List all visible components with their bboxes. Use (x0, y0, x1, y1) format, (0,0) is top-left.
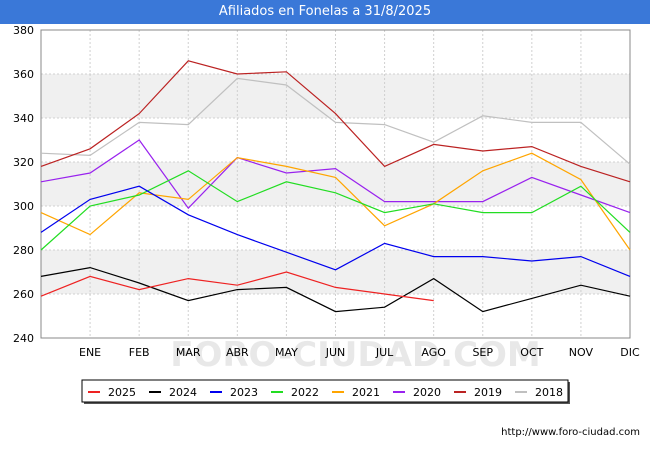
legend-label-2025: 2025 (108, 386, 136, 399)
x-tick-label: ENE (79, 346, 101, 359)
x-tick-label: DIC (620, 346, 640, 359)
series-line-2018 (40, 77, 631, 165)
x-tick-label: AGO (421, 346, 446, 359)
legend-label-2020: 2020 (413, 386, 441, 399)
y-tick-label: 360 (13, 68, 34, 81)
legend-box (81, 379, 569, 403)
watermark: FORO-CIUDAD.COM (170, 335, 541, 375)
source-credit: http://www.foro-ciudad.com (501, 427, 640, 438)
series-line-2019 (40, 60, 631, 183)
x-tick-label: MAY (275, 346, 298, 359)
x-tick-label: JUL (375, 346, 394, 359)
plot-border (40, 29, 631, 339)
x-tick-label: JUN (325, 346, 346, 359)
x-tick-label: OCT (520, 346, 543, 359)
x-tick-label: FEB (129, 346, 150, 359)
legend-label-2021: 2021 (352, 386, 380, 399)
x-tick-label: NOV (569, 346, 594, 359)
x-tick-label: SEP (472, 346, 493, 359)
chart-title: Afiliados en Fonelas a 31/8/2025 (0, 0, 650, 24)
y-tick-label: 340 (13, 112, 34, 125)
y-tick-label: 320 (13, 156, 34, 169)
y-tick-label: 380 (13, 24, 34, 37)
series-line-2022 (40, 170, 631, 251)
y-tick-label: 240 (13, 332, 34, 345)
x-tick-label: MAR (176, 346, 201, 359)
y-tick-label: 280 (13, 244, 34, 257)
series-line-2024 (40, 266, 631, 313)
y-tick-label: 300 (13, 200, 34, 213)
x-tick-label: ABR (226, 346, 249, 359)
legend-label-2018: 2018 (535, 386, 563, 399)
legend-label-2024: 2024 (169, 386, 197, 399)
legend-label-2023: 2023 (230, 386, 258, 399)
y-tick-label: 260 (13, 288, 34, 301)
series-line-2020 (40, 139, 631, 214)
legend-label-2019: 2019 (474, 386, 502, 399)
series-line-2025 (40, 271, 434, 302)
legend-label-2022: 2022 (291, 386, 319, 399)
series-line-2023 (40, 185, 631, 277)
series-line-2021 (40, 152, 631, 251)
